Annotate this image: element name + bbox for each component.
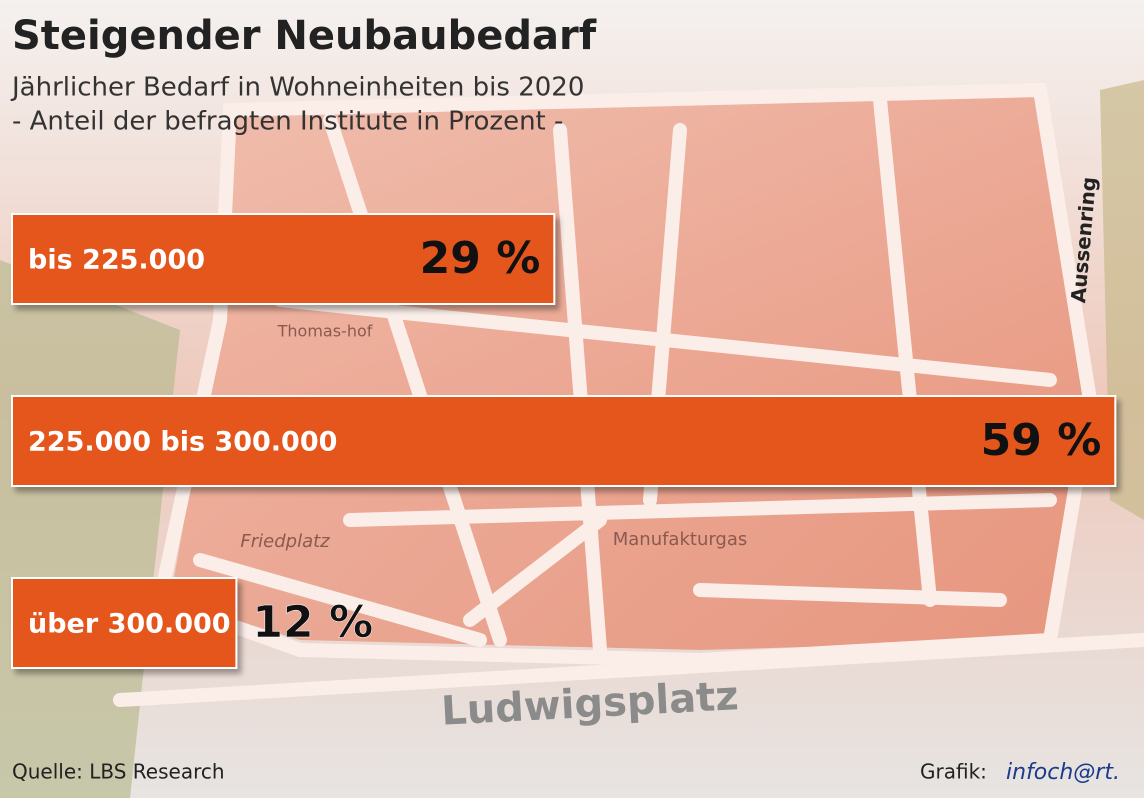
value-label: 59 %	[981, 415, 1102, 466]
value-label: 29 %	[420, 233, 541, 284]
bar	[11, 395, 1117, 487]
chart-title: Steigender Neubaubedarf	[12, 13, 597, 59]
map-label: Thomas-hof	[277, 322, 373, 341]
category-label: über 300.000	[28, 609, 231, 640]
credit-logo: infoch@rt.	[1006, 760, 1120, 785]
category-label: bis 225.000	[28, 245, 205, 276]
value-label: 12 %	[252, 597, 373, 648]
credit: Grafik:	[920, 760, 987, 784]
chart-subtitle: - Anteil der befragten Institute in Proz…	[12, 107, 563, 137]
map-label: Friedplatz	[240, 531, 330, 552]
bar	[11, 577, 238, 669]
category-label: 225.000 bis 300.000	[28, 427, 337, 458]
map-label: Manufakturgas	[613, 529, 748, 550]
source: Quelle: LBS Research	[12, 760, 225, 784]
chart-subtitle: Jährlicher Bedarf in Wohneinheiten bis 2…	[10, 73, 584, 103]
bar	[11, 213, 556, 305]
